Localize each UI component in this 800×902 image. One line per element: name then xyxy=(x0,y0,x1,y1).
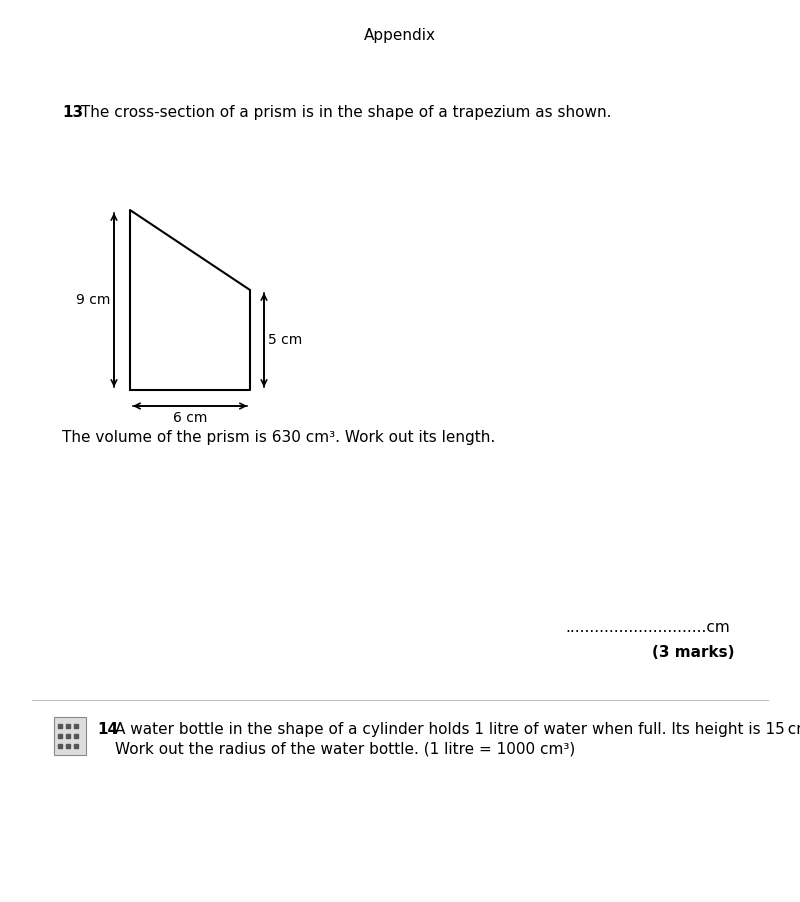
Text: The volume of the prism is 630 cm³. Work out its length.: The volume of the prism is 630 cm³. Work… xyxy=(62,430,495,445)
Text: Work out the radius of the water bottle. (1 litre = 1000 cm³): Work out the radius of the water bottle.… xyxy=(115,742,575,757)
Text: 6 cm: 6 cm xyxy=(173,411,207,425)
Text: 9 cm: 9 cm xyxy=(76,293,110,307)
Text: 14: 14 xyxy=(97,722,118,737)
Text: (3 marks): (3 marks) xyxy=(653,645,735,660)
Text: A water bottle in the shape of a cylinder holds 1 litre of water when full. Its : A water bottle in the shape of a cylinde… xyxy=(115,722,800,737)
Text: 13: 13 xyxy=(62,105,83,120)
Text: The cross-section of a prism is in the shape of a trapezium as shown.: The cross-section of a prism is in the s… xyxy=(76,105,611,120)
Text: .............................cm: .............................cm xyxy=(566,620,730,635)
Text: 5 cm: 5 cm xyxy=(268,333,302,347)
Text: Appendix: Appendix xyxy=(364,28,436,43)
FancyBboxPatch shape xyxy=(54,717,86,755)
